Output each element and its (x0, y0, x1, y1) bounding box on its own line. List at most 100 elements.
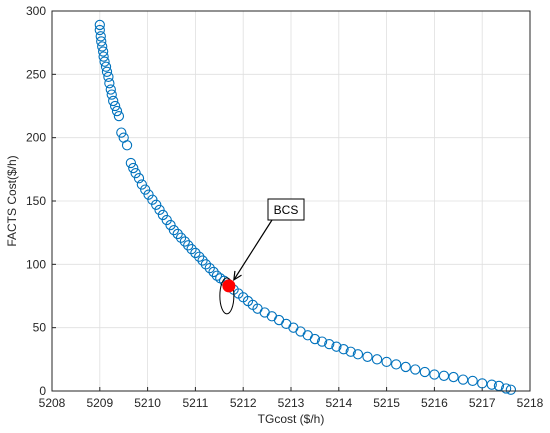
x-tick-labels: 5208 5209 5210 5211 5212 5213 5214 5215 5216 5217… (39, 396, 544, 410)
data-point (345, 346, 356, 357)
data-point (130, 167, 141, 179)
data-point (151, 199, 162, 210)
data-point (105, 84, 116, 95)
y-tick-label: 300 (26, 4, 46, 18)
data-point (391, 359, 402, 370)
data-point (500, 383, 512, 394)
data-point (316, 336, 328, 347)
data-point (211, 270, 223, 281)
x-tick-label: 5218 (517, 396, 544, 410)
data-point (136, 179, 148, 190)
data-point (208, 266, 219, 278)
data-point (103, 71, 114, 83)
data-point (419, 366, 430, 378)
data-point (381, 356, 392, 368)
data-point (111, 105, 123, 117)
data-point (104, 78, 115, 89)
data-point (168, 224, 180, 236)
data-point (94, 24, 105, 36)
data-point (116, 127, 127, 138)
data-point (295, 326, 306, 337)
data-point (194, 251, 205, 262)
data-point (281, 318, 292, 330)
data-point (97, 46, 109, 57)
data-point (121, 140, 133, 151)
data-point (109, 100, 121, 112)
data-point (486, 379, 497, 390)
data-point (183, 240, 194, 251)
data-point (338, 344, 349, 355)
data-point (302, 330, 313, 341)
data-point (98, 51, 109, 62)
data-point (505, 384, 517, 395)
data-point (438, 370, 450, 381)
data-point (400, 361, 411, 373)
data-point (410, 364, 421, 375)
bcs-annotation: BCS (219, 198, 305, 315)
x-axis-label: TGcost ($/h) (258, 412, 325, 426)
data-point (128, 162, 139, 174)
x-tick-label: 5216 (421, 396, 448, 410)
data-point (108, 95, 119, 107)
data-point (309, 333, 321, 345)
bcs-label: BCS (274, 203, 299, 217)
data-point (97, 41, 108, 52)
data-point (99, 56, 110, 67)
data-point (190, 247, 201, 259)
y-tick-labels: 0 50 100 150 200 250 300 (26, 4, 46, 398)
data-point (113, 110, 125, 122)
data-point (125, 157, 137, 169)
data-point (352, 349, 364, 360)
data-point (457, 374, 469, 385)
data-point (204, 262, 215, 274)
bcs-label-box (267, 198, 305, 221)
y-axis-label: FACTS Cost($/h) (5, 155, 19, 246)
data-point (96, 36, 107, 47)
plot-frame (51, 10, 531, 392)
data-point (101, 66, 113, 77)
y-tick-label: 100 (26, 257, 46, 271)
bcs-ellipse (219, 277, 235, 315)
data-point (448, 371, 459, 383)
x-tick-label: 5208 (39, 396, 66, 410)
x-tick-label: 5211 (182, 396, 208, 410)
y-tick-label: 0 (39, 384, 46, 398)
data-point (95, 31, 106, 42)
data-points (94, 19, 517, 395)
bcs-arrow (233, 219, 273, 281)
data-point (197, 255, 208, 266)
data-point (175, 232, 187, 243)
data-point (94, 19, 105, 31)
data-point (331, 341, 342, 352)
y-tick-label: 50 (33, 321, 47, 335)
x-tick-label: 5213 (278, 396, 305, 410)
data-point (186, 243, 197, 255)
data-point (200, 259, 212, 270)
data-point (172, 228, 183, 240)
x-tick-label: 5212 (230, 396, 257, 410)
x-tick-label: 5214 (325, 396, 352, 410)
bcs-highlight-point (222, 279, 236, 293)
data-point (273, 314, 285, 326)
y-tick-label: 200 (26, 131, 46, 145)
data-point (259, 307, 270, 318)
x-tick-label: 5209 (86, 396, 113, 410)
data-point (371, 354, 383, 365)
data-point (467, 375, 478, 387)
x-tick-label: 5215 (373, 396, 400, 410)
data-point (154, 204, 165, 216)
y-tick-label: 150 (26, 194, 46, 208)
data-point (106, 89, 117, 100)
data-point (133, 173, 145, 184)
x-tick-label: 5217 (469, 396, 496, 410)
data-point (179, 236, 191, 247)
y-tick-label: 250 (26, 67, 46, 81)
x-tick-label: 5210 (134, 396, 161, 410)
data-point (140, 184, 151, 195)
data-point (362, 351, 373, 362)
bcs-arrowhead (233, 270, 242, 282)
data-point (165, 219, 176, 231)
data-point (324, 338, 335, 350)
data-point (266, 311, 278, 322)
